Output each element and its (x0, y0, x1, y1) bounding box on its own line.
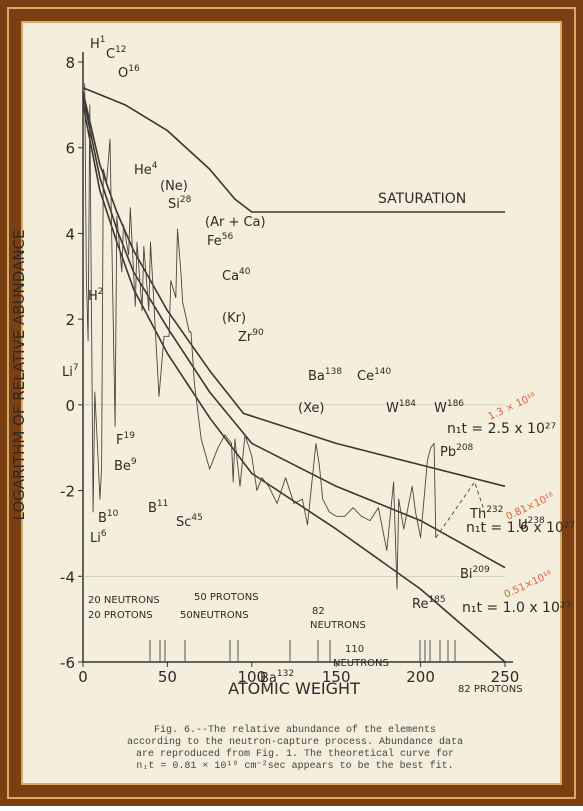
element-mass: 184 (399, 399, 416, 409)
element-mass: 4 (152, 161, 158, 171)
element-mass: 56 (222, 232, 234, 242)
element-symbol: Ba (260, 671, 277, 686)
element-symbol: W (386, 401, 399, 416)
curve-label: n₁t = 2.5 x 10²⁷ (447, 421, 556, 437)
element-symbol: Fe (207, 234, 222, 249)
caption-line: Fig. 6.--The relative abundance of the e… (154, 724, 436, 736)
x-tick-label: 200 (406, 668, 435, 686)
curve-label: n₁t = 1.0 x 10²⁷ (462, 600, 571, 616)
y-tick-label: -2 (60, 483, 75, 501)
element-symbol: Li (90, 531, 101, 546)
shell-label: 50 PROTONS (194, 592, 259, 603)
element-mass: 11 (157, 499, 168, 509)
shell-label: NEUTRONS (310, 620, 366, 631)
element-symbol: W (434, 401, 447, 416)
element-mass: 1 (100, 35, 106, 45)
element-mass: 238 (528, 516, 545, 526)
element-mass: 7 (73, 363, 79, 373)
element-symbol: He (134, 163, 152, 178)
element-symbol: Th (469, 507, 486, 522)
element-mass: 9 (131, 457, 137, 467)
element-symbol: Ca (222, 269, 239, 284)
element-symbol: (Ne) (160, 179, 188, 194)
element-symbol: Re (412, 597, 428, 612)
y-axis-label: LOGARITHM OF RELATIVE ABUNDANCE (10, 230, 28, 521)
element-mass: 10 (107, 509, 119, 519)
element-symbol: U (518, 518, 528, 533)
element-symbol: Be (114, 459, 131, 474)
y-tick-label: -4 (60, 568, 75, 586)
element-mass: 2 (98, 287, 104, 297)
caption-line: are reproduced from Fig. 1. The theoreti… (136, 748, 454, 760)
element-mass: 19 (123, 431, 135, 441)
element-symbol: Zr (238, 330, 253, 345)
caption-line: n₁t = 0.81 × 10¹⁸ cm⁻²sec appears to be … (136, 760, 453, 772)
element-symbol: (Xe) (298, 401, 324, 416)
element-mass: 40 (239, 267, 251, 277)
element-symbol: B (98, 511, 107, 526)
element-label: (Ar + Ca) (205, 215, 266, 230)
y-tick-label: 4 (65, 225, 75, 243)
element-mass: 132 (277, 669, 294, 679)
element-label: (Xe) (298, 401, 324, 416)
element-symbol: B (148, 501, 157, 516)
figure: LOGARITHM OF RELATIVE ABUNDANCE ATOMIC W… (0, 0, 583, 806)
element-symbol: Li (62, 365, 73, 380)
element-mass: 140 (374, 367, 391, 377)
element-symbol: Pb (440, 445, 456, 460)
shell-label: 20 PROTONS (88, 610, 153, 621)
y-tick-label: 8 (65, 54, 75, 72)
element-symbol: O (118, 66, 128, 81)
element-symbol: Ce (357, 369, 374, 384)
element-mass: 232 (486, 505, 503, 515)
y-tick-label: 2 (65, 311, 75, 329)
shell-label: 50NEUTRONS (180, 610, 249, 621)
element-mass: 208 (456, 443, 473, 453)
element-symbol: H (88, 289, 98, 304)
element-mass: 12 (115, 45, 126, 55)
element-symbol: (Kr) (222, 311, 246, 326)
element-mass: 6 (101, 529, 107, 539)
element-label: (Ne) (160, 179, 188, 194)
shell-label: 82 PROTONS (458, 684, 523, 695)
element-mass: 186 (447, 399, 464, 409)
element-symbol: Ba (308, 369, 325, 384)
shell-label: NEUTRONS (333, 658, 389, 669)
element-label: (Kr) (222, 311, 246, 326)
element-symbol: H (90, 37, 100, 52)
element-symbol: Sc (176, 515, 191, 530)
y-tick-label: 0 (65, 397, 75, 415)
x-tick-label: 0 (78, 668, 88, 686)
shell-label: 110 (345, 644, 364, 655)
element-mass: 16 (128, 64, 140, 74)
element-mass: 138 (325, 367, 342, 377)
caption-line: according to the neutron-capture process… (127, 736, 463, 748)
element-mass: 185 (428, 595, 445, 605)
element-symbol: F (116, 433, 123, 448)
x-tick-label: 150 (322, 668, 351, 686)
y-tick-label: 6 (65, 140, 75, 158)
element-symbol: Si (168, 197, 180, 212)
element-symbol: (Ar + Ca) (205, 215, 266, 230)
curve-label: SATURATION (378, 191, 466, 207)
y-tick-label: -6 (60, 654, 75, 672)
element-symbol: C (106, 47, 115, 62)
shell-label: 82 (312, 606, 325, 617)
element-mass: 28 (180, 195, 192, 205)
shell-label: 20 NEUTRONS (88, 595, 160, 606)
element-mass: 209 (473, 565, 490, 575)
element-mass: 45 (191, 513, 202, 523)
x-tick-label: 50 (158, 668, 177, 686)
element-symbol: Bi (460, 567, 473, 582)
element-mass: 90 (252, 328, 264, 338)
